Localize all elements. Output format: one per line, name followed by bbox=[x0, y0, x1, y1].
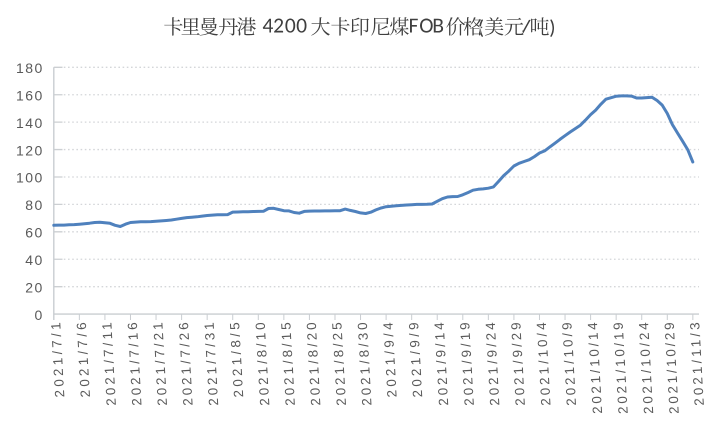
svg-text:2021/7/11: 2021/7/11 bbox=[99, 322, 119, 406]
svg-text:2021/10/9: 2021/10/9 bbox=[559, 322, 579, 406]
svg-text:20: 20 bbox=[25, 279, 44, 295]
svg-text:180: 180 bbox=[16, 60, 44, 76]
svg-text:60: 60 bbox=[25, 225, 44, 241]
svg-text:100: 100 bbox=[16, 170, 44, 186]
svg-text:120: 120 bbox=[16, 142, 44, 158]
svg-text:2021/11/3: 2021/11/3 bbox=[687, 322, 707, 406]
svg-text:80: 80 bbox=[25, 197, 44, 213]
svg-text:40: 40 bbox=[25, 252, 44, 268]
svg-text:140: 140 bbox=[16, 115, 44, 131]
svg-text:160: 160 bbox=[16, 87, 44, 103]
svg-text:0: 0 bbox=[35, 307, 44, 323]
svg-text:2021/10/4: 2021/10/4 bbox=[534, 321, 554, 406]
